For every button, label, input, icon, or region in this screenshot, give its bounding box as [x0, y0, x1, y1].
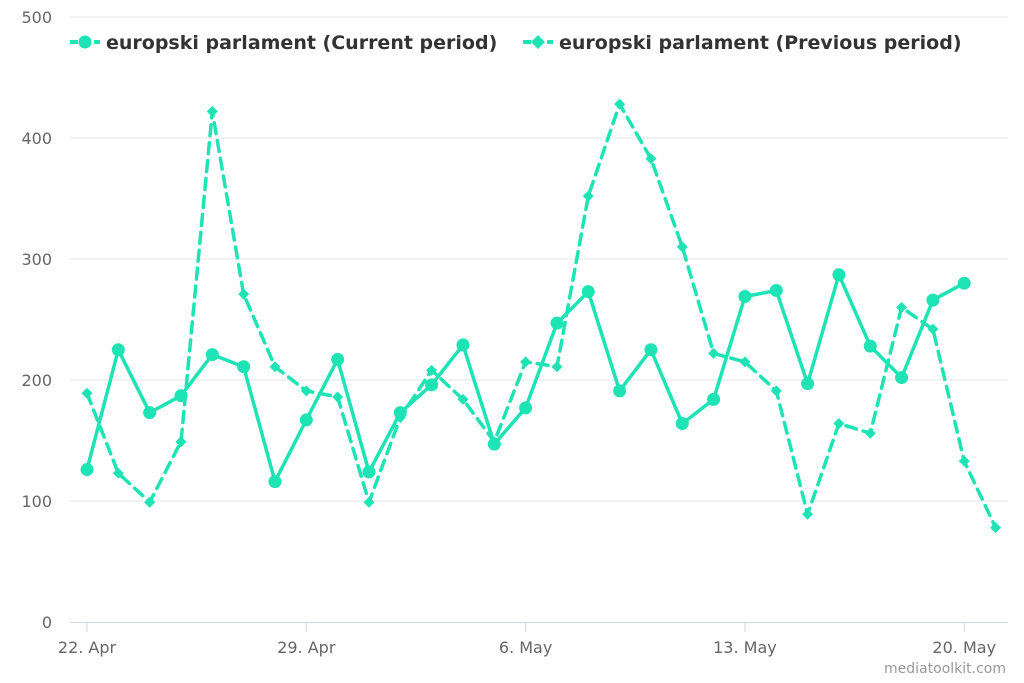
series-line-current [85, 272, 966, 484]
data-point-current[interactable] [268, 475, 282, 489]
data-point-current[interactable] [957, 276, 971, 290]
data-point-previous[interactable] [269, 361, 281, 373]
data-point-previous[interactable] [833, 418, 845, 430]
credits-link[interactable]: mediatoolkit.com [884, 661, 1006, 677]
data-point-current[interactable] [863, 339, 877, 353]
data-point-previous[interactable] [457, 393, 469, 405]
data-point-current[interactable] [644, 343, 658, 357]
data-point-previous[interactable] [645, 153, 657, 165]
x-tick-label: 29. Apr [277, 638, 336, 657]
data-point-previous[interactable] [802, 508, 814, 520]
legend: europski parlament (Current period) euro… [70, 32, 962, 54]
data-point-previous[interactable] [896, 301, 908, 313]
series-group [80, 98, 1002, 534]
grid-lines [70, 16, 1008, 502]
data-point-current[interactable] [456, 338, 470, 352]
data-point-previous[interactable] [144, 496, 156, 508]
data-point-previous[interactable] [300, 385, 312, 397]
data-point-current[interactable] [393, 406, 407, 420]
data-point-previous[interactable] [238, 288, 250, 300]
data-point-current[interactable] [237, 360, 251, 374]
y-tick-label: 300 [21, 250, 52, 269]
data-point-previous[interactable] [332, 391, 344, 403]
y-tick-label: 100 [21, 492, 52, 511]
y-tick-label: 400 [21, 129, 52, 148]
y-axis-labels: 0 100 200 300 400 500 [21, 8, 52, 632]
series-line-previous [85, 102, 998, 530]
data-point-current[interactable] [769, 283, 783, 297]
data-point-current[interactable] [80, 463, 94, 477]
data-point-previous[interactable] [206, 105, 218, 117]
data-point-previous[interactable] [927, 323, 939, 335]
x-tick-label: 13. May [713, 638, 777, 657]
data-point-current[interactable] [487, 437, 501, 451]
data-point-previous[interactable] [770, 385, 782, 397]
legend-item-current[interactable]: europski parlament (Current period) [70, 32, 497, 54]
data-point-current[interactable] [111, 343, 125, 357]
y-tick-label: 500 [21, 8, 52, 27]
data-point-current[interactable] [205, 348, 219, 362]
data-point-current[interactable] [895, 371, 909, 385]
data-point-current[interactable] [675, 417, 689, 431]
data-point-previous[interactable] [112, 467, 124, 479]
legend-marker-circle-icon [78, 35, 92, 49]
data-point-previous[interactable] [676, 241, 688, 253]
legend-label-current: europski parlament (Current period) [106, 32, 497, 54]
data-point-previous[interactable] [708, 347, 720, 359]
data-point-current[interactable] [738, 290, 752, 304]
data-point-previous[interactable] [614, 98, 626, 110]
legend-item-previous[interactable]: europski parlament (Previous period) [523, 32, 962, 54]
data-point-current[interactable] [174, 389, 188, 403]
legend-marker-diamond-icon [531, 35, 545, 49]
data-point-current[interactable] [425, 378, 439, 392]
data-point-current[interactable] [519, 401, 533, 415]
data-point-current[interactable] [926, 293, 940, 307]
data-point-current[interactable] [801, 377, 815, 391]
data-point-previous[interactable] [582, 190, 594, 202]
data-point-previous[interactable] [363, 496, 375, 508]
data-point-previous[interactable] [551, 361, 563, 373]
data-point-previous[interactable] [958, 455, 970, 467]
x-axis [70, 622, 1008, 632]
data-point-previous[interactable] [426, 364, 438, 376]
data-point-previous[interactable] [864, 427, 876, 439]
data-point-current[interactable] [613, 384, 627, 398]
data-point-current[interactable] [707, 392, 721, 406]
data-point-current[interactable] [362, 465, 376, 479]
data-point-previous[interactable] [520, 356, 532, 368]
data-point-current[interactable] [550, 316, 564, 330]
data-point-current[interactable] [299, 413, 313, 427]
y-tick-label: 200 [21, 371, 52, 390]
data-point-previous[interactable] [739, 356, 751, 368]
data-point-previous[interactable] [990, 522, 1002, 534]
x-axis-labels: 22. Apr 29. Apr 6. May 13. May 20. May [58, 638, 996, 657]
data-point-previous[interactable] [175, 436, 187, 448]
data-point-current[interactable] [832, 268, 846, 282]
x-tick-label: 6. May [499, 638, 552, 657]
data-point-previous[interactable] [81, 387, 93, 399]
data-point-current[interactable] [331, 352, 345, 366]
data-point-current[interactable] [581, 285, 595, 299]
data-point-current[interactable] [143, 406, 157, 420]
x-tick-label: 20. May [932, 638, 996, 657]
legend-label-previous: europski parlament (Previous period) [559, 32, 962, 54]
y-tick-label: 0 [42, 613, 52, 632]
x-tick-label: 22. Apr [58, 638, 117, 657]
